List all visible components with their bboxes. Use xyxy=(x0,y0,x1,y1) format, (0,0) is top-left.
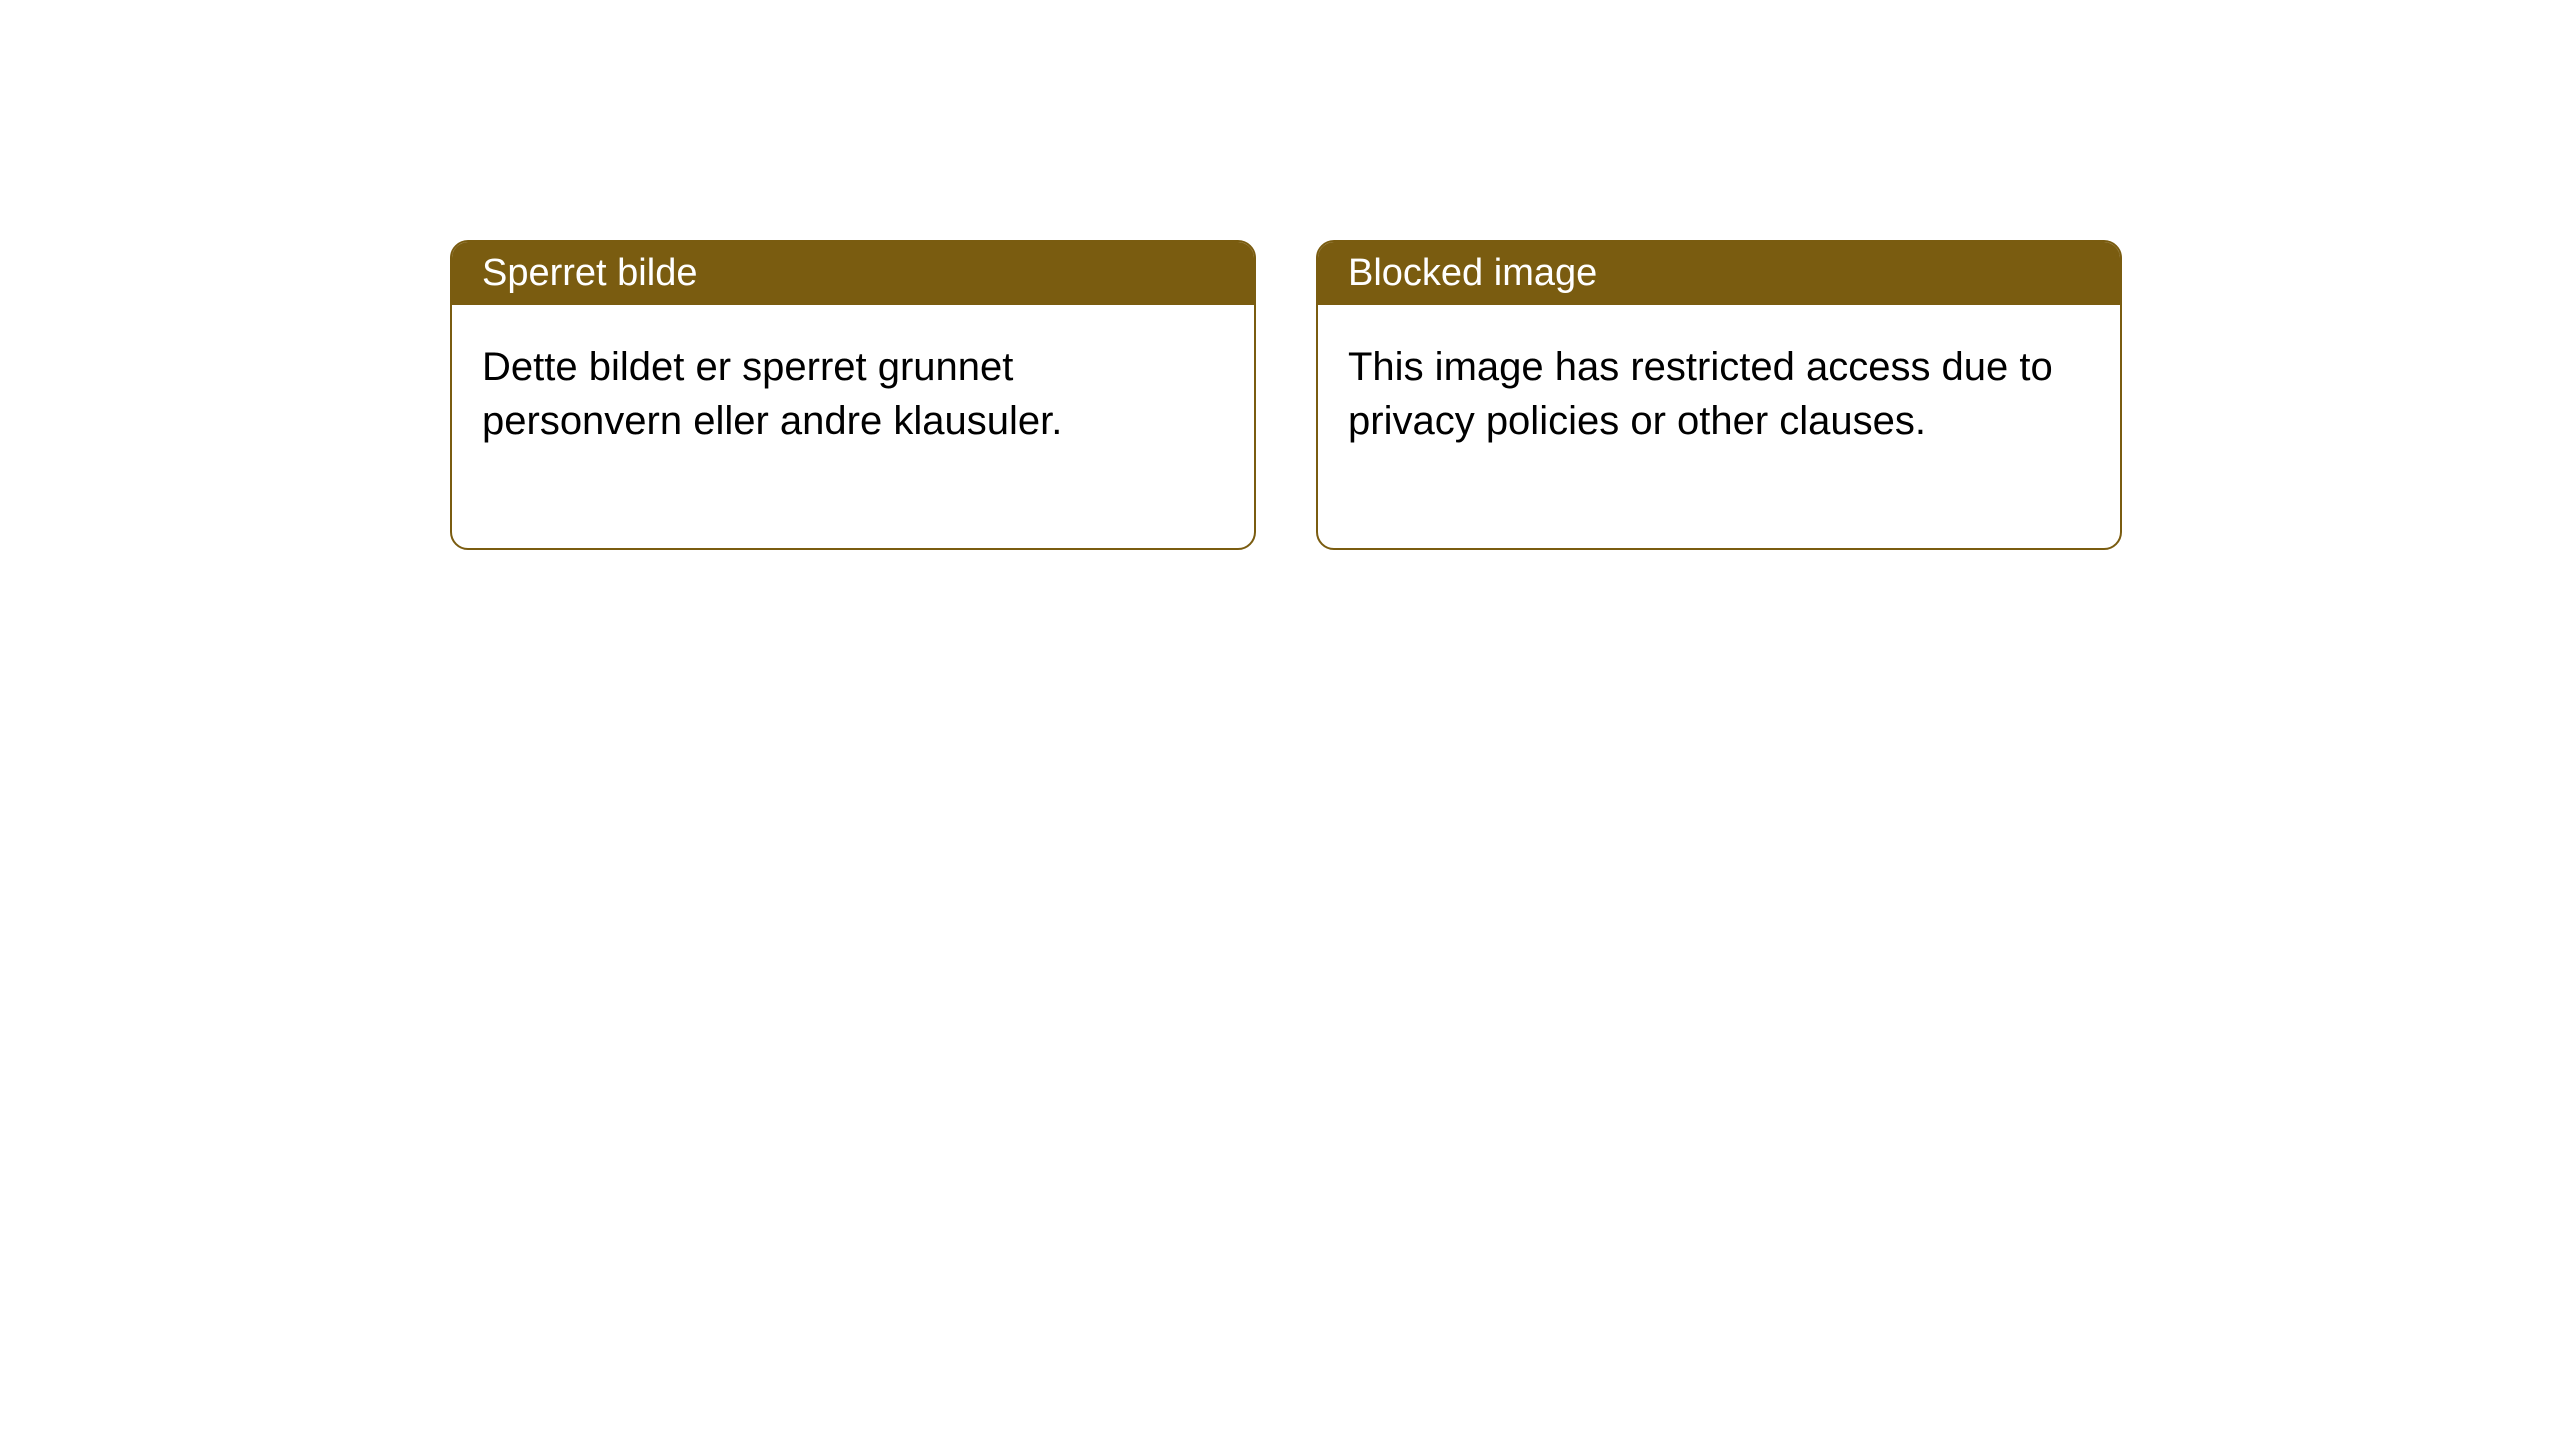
notice-title: Sperret bilde xyxy=(482,252,697,294)
notice-title: Blocked image xyxy=(1348,252,1597,294)
notice-header: Blocked image xyxy=(1318,242,2120,305)
notice-card-english: Blocked image This image has restricted … xyxy=(1316,240,2122,550)
notice-header: Sperret bilde xyxy=(452,242,1254,305)
notice-card-norwegian: Sperret bilde Dette bildet er sperret gr… xyxy=(450,240,1256,550)
notice-body-text: Dette bildet er sperret grunnet personve… xyxy=(482,345,1062,443)
notice-container: Sperret bilde Dette bildet er sperret gr… xyxy=(450,240,2122,550)
notice-body: Dette bildet er sperret grunnet personve… xyxy=(452,305,1254,548)
notice-body-text: This image has restricted access due to … xyxy=(1348,345,2053,443)
notice-body: This image has restricted access due to … xyxy=(1318,305,2120,548)
